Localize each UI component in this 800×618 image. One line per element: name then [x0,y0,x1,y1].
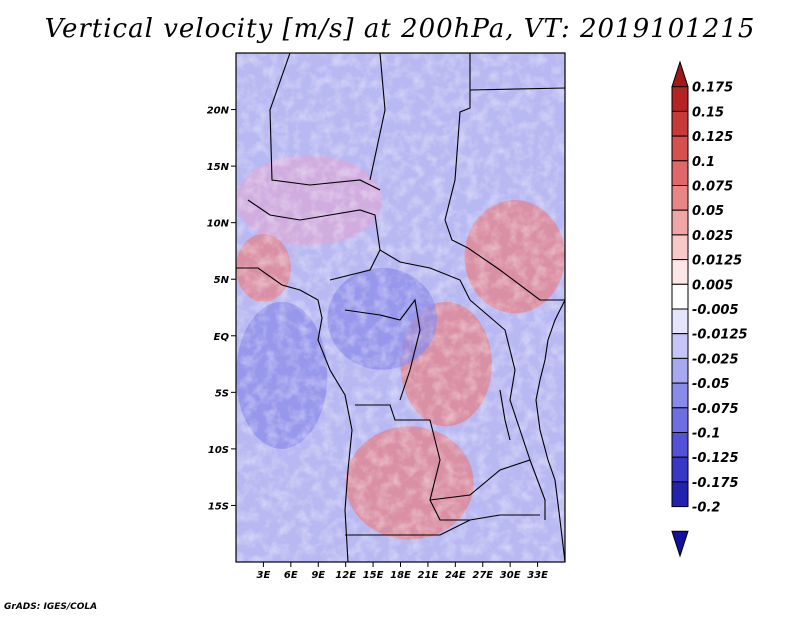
y-tick-label: 10S [208,445,229,456]
coastline-west [236,267,353,562]
colorbar-label: -0.0125 [692,328,748,343]
y-tick-label: 20N [207,106,230,117]
colorbar-label: 0.125 [692,130,733,145]
map-axes: 3E 6E 9E 12E 15E 18E 21E 24E 27E 30E 33E 20N 15N 10N 5… [207,106,548,581]
colorbar-bottom-arrow [671,530,689,558]
border-sahara-2 [369,53,386,181]
y-tick-label: 15N [207,162,230,173]
y-tick-label: 10N [207,219,230,230]
border-lake-tanganyika [499,389,511,441]
border-sahara-1 [269,53,381,191]
colorbar-label: 0.0125 [692,254,742,269]
y-tick-label: 5N [214,275,230,286]
colorbar-swatch [671,209,689,236]
colorbar-label: 0.025 [692,229,733,244]
colorbar-swatch [671,432,689,458]
colorbar-label: 0.075 [692,180,733,195]
x-tick-label: 9E [311,570,325,581]
border-zambia [429,459,546,520]
x-tick-label: 6E [284,570,298,581]
x-tick-label: 12E [335,570,356,581]
x-tick-label: 33E [527,570,548,581]
colorbar-swatch [671,456,689,483]
colorbar-swatch [671,234,689,261]
colorbar-label: 0.1 [692,155,715,170]
colorbar-label: 0.175 [692,81,733,96]
x-tick-label: 18E [390,570,411,581]
map-panel [236,53,565,562]
border-cameroon-car [379,249,471,301]
x-tick-label: 24E [445,570,466,581]
border-congo [344,298,421,401]
colorbar-label: -0.125 [692,451,739,466]
colorbar-swatch [671,481,689,508]
y-tick-label: 15S [208,501,229,512]
chart-title: Vertical velocity [m/s] at 200hPa, VT: 2… [44,14,756,44]
colorbar-swatch [671,308,689,335]
colorbar-label: -0.025 [692,352,739,367]
colorbar-swatch [671,407,689,433]
border-chad-sudan [444,219,565,301]
border-drc-east [469,299,531,461]
colorbar-label: -0.05 [692,377,729,392]
colorbar-swatch [671,135,689,162]
colorbar-label: -0.1 [692,427,720,442]
colorbar-label: 0.005 [692,278,733,293]
colorbar-swatch [671,110,689,137]
colorbar-top-arrow [671,60,689,88]
x-tick-label: 3E [257,570,271,581]
colorbar-swatch [671,185,689,211]
colorbar-swatch [671,160,689,187]
x-tick-label: 21E [418,570,439,581]
border-nigeria [247,199,381,281]
colorbar-swatch [671,357,689,384]
coastlines-borders [236,53,565,562]
colorbar-swatch [671,259,689,285]
colorbar-label: -0.005 [692,303,739,318]
colorbar-label: -0.2 [692,501,720,516]
coastline-east [535,299,565,562]
y-tick-label: 5S [215,388,229,399]
colorbar-swatch [671,283,689,310]
colorbar-label: -0.175 [692,476,739,491]
colorbar-label: -0.075 [692,402,739,417]
colorbar-swatch [671,86,689,112]
colorbar-swatch [671,333,689,359]
x-tick-label: 27E [472,570,493,581]
colorbar-swatch [671,382,689,409]
border-angola [355,404,470,521]
y-tick-label: EQ [214,332,230,343]
colorbar-label: 0.15 [692,105,724,120]
x-tick-label: 30E [500,570,521,581]
texture-overlay [236,53,565,562]
colorbar-label: 0.05 [692,204,724,219]
border-sudan [469,87,565,91]
border-namibia [345,514,540,536]
x-tick-label: 15E [363,570,384,581]
grads-credit: GrADS: IGES/COLA [4,602,98,612]
colorbar: 0.175 0.15 0.125 0.1 0.075 0.05 0.025 0.0125 0.0… [671,60,748,558]
